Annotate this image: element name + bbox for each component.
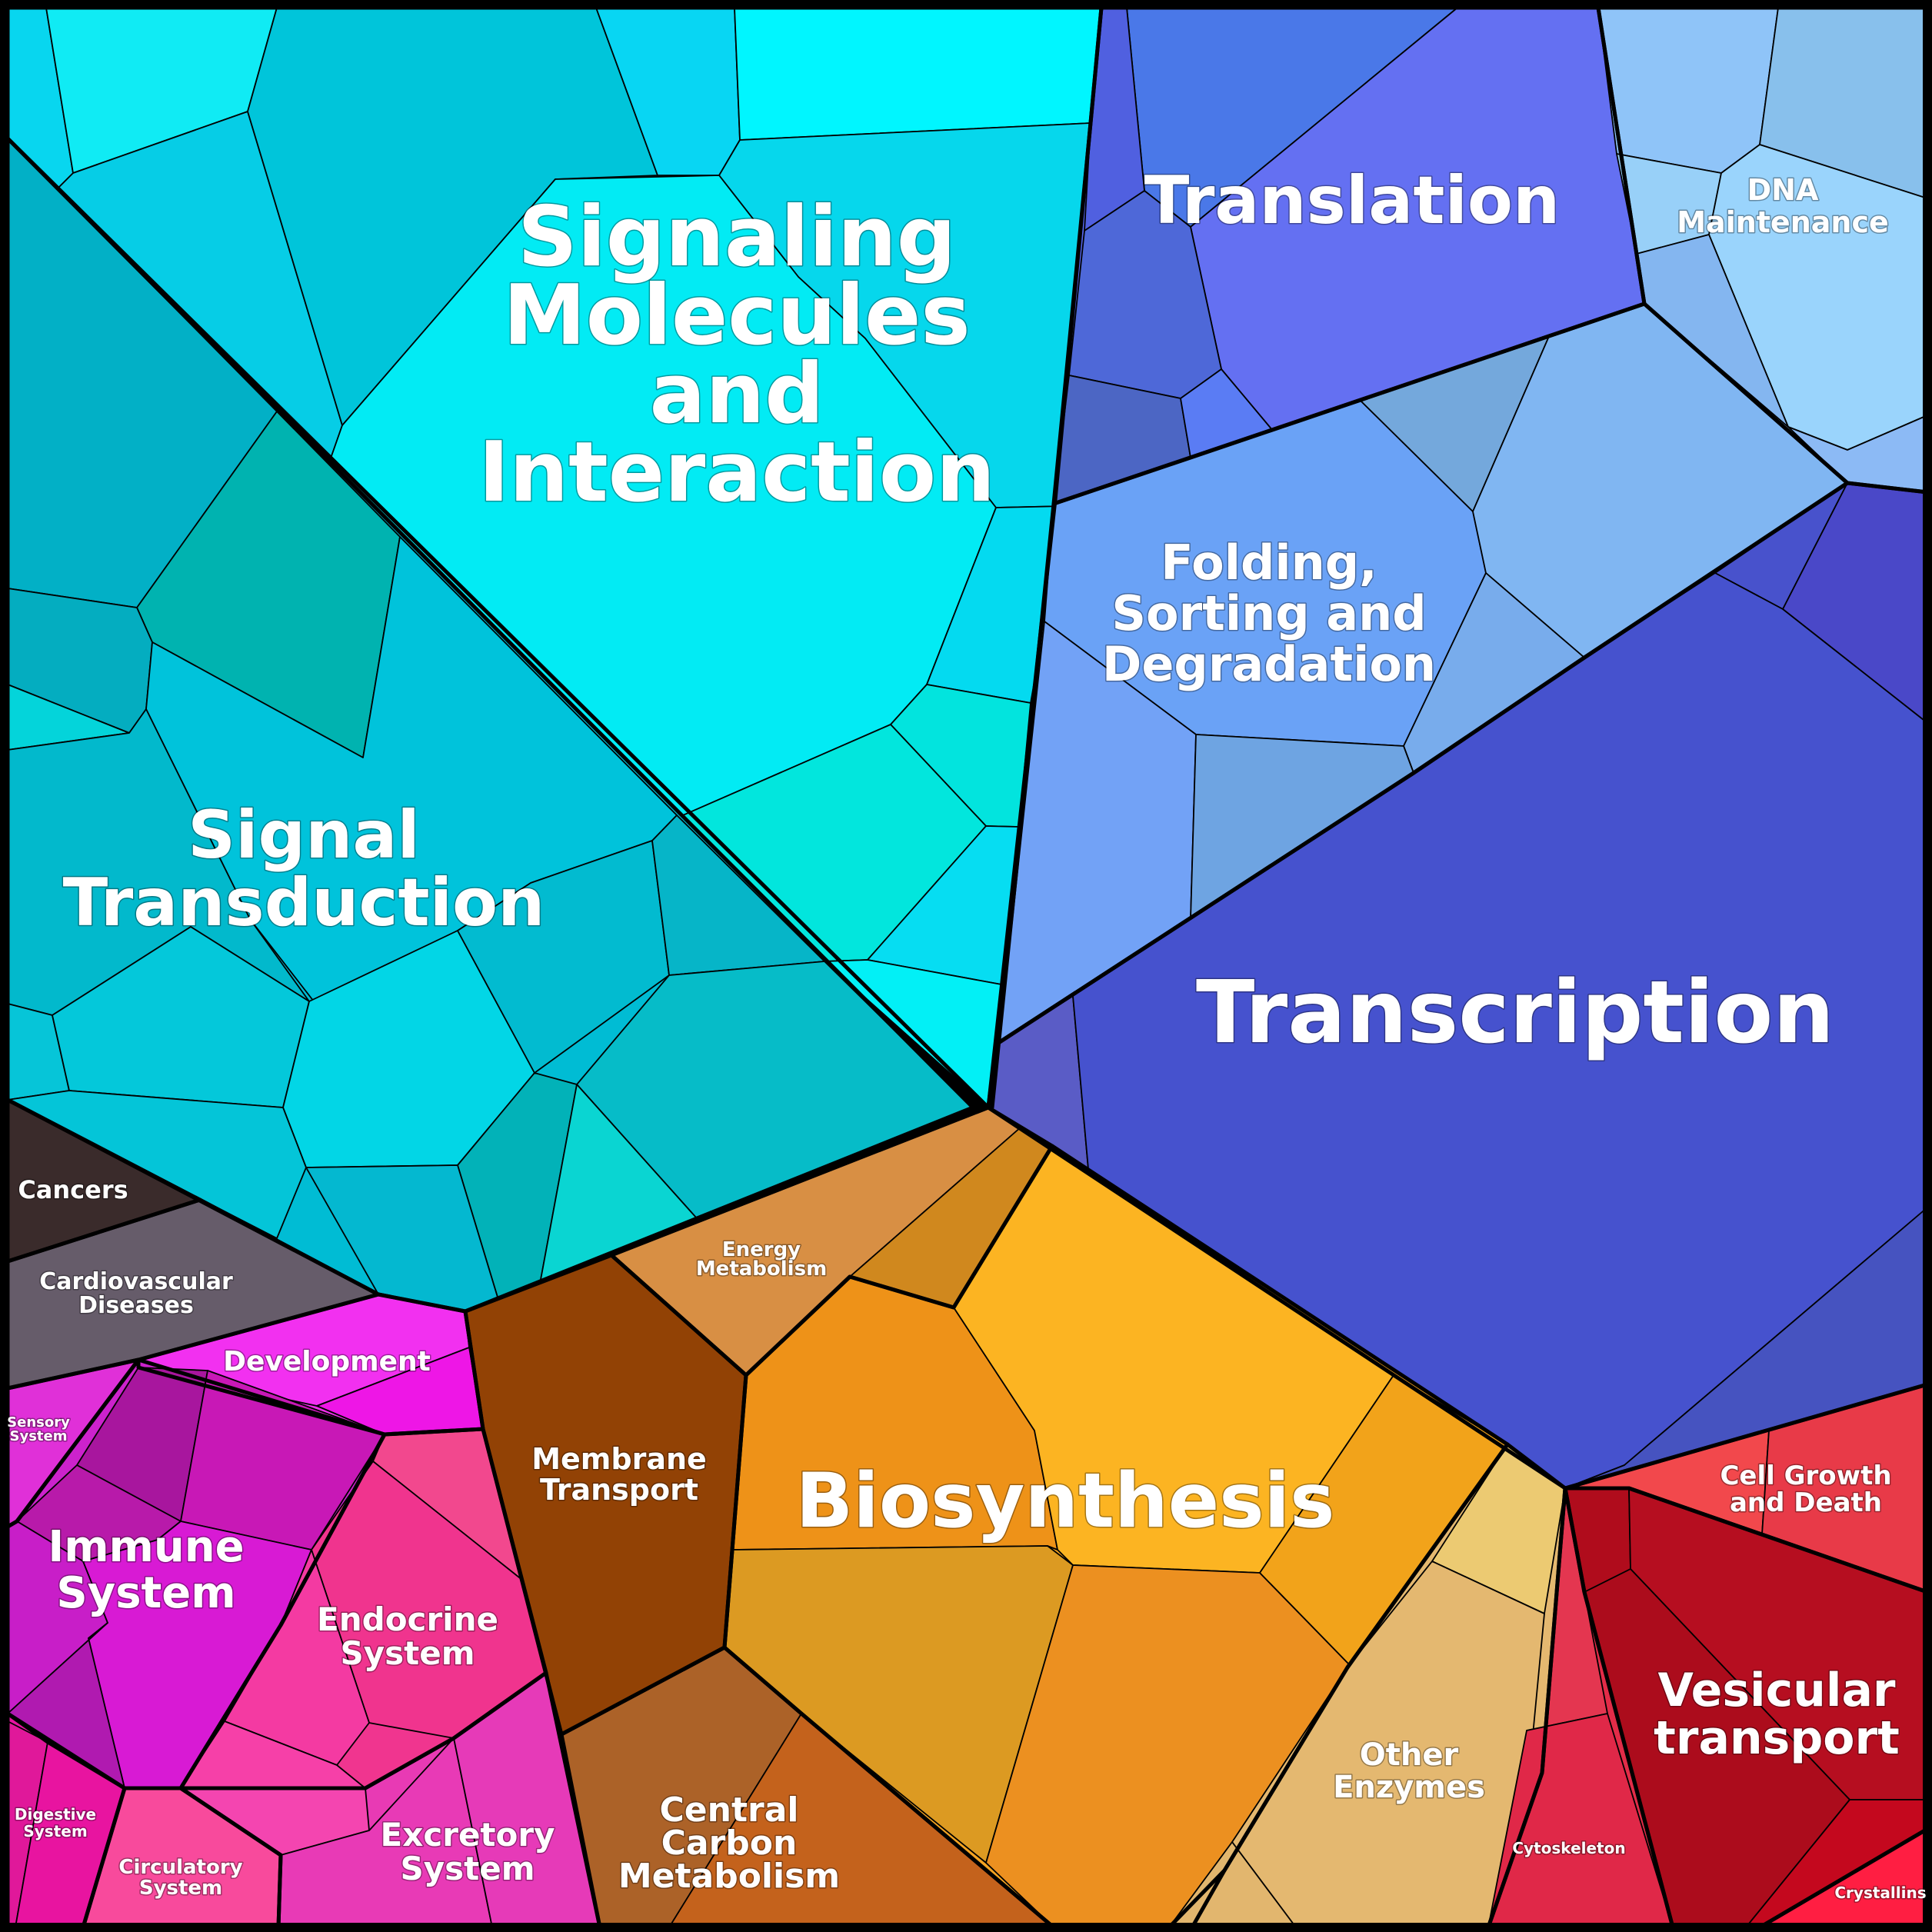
cell-growth-and-death-label-line: Cell Growth bbox=[1720, 1461, 1891, 1491]
cardiovascular-diseases-label: Cardiovascular Diseases bbox=[39, 1268, 233, 1319]
signal-transduction-label: Signal Transduction bbox=[63, 797, 545, 941]
dna-maintenance-cell bbox=[1597, 7, 1779, 174]
immune-system-label-line: System bbox=[56, 1568, 235, 1618]
excretory-system-label-line: System bbox=[401, 1850, 535, 1887]
vesicular-transport-label-line: Vesicular bbox=[1657, 1664, 1895, 1717]
signaling-molecules-label-line: Interaction bbox=[478, 425, 995, 521]
endocrine-system-label-line: Endocrine bbox=[317, 1601, 498, 1638]
development-label: Development bbox=[223, 1346, 431, 1377]
cardiovascular-diseases-label-line: Cardiovascular bbox=[39, 1268, 233, 1295]
cell-growth-and-death-label: Cell Growth and Death bbox=[1720, 1461, 1891, 1518]
other-enzymes-label-line: Enzymes bbox=[1333, 1770, 1485, 1805]
translation-label-line: Translation bbox=[1144, 162, 1560, 239]
excretory-system-label: Excretory System bbox=[381, 1816, 555, 1887]
endocrine-system-label-line: System bbox=[341, 1634, 475, 1672]
signaling-molecules-label-line: Molecules bbox=[503, 268, 970, 364]
central-carbon-metabolism-label-line: Metabolism bbox=[618, 1857, 840, 1896]
other-enzymes-label-line: Other bbox=[1360, 1737, 1459, 1773]
biosynthesis-label-line: Biosynthesis bbox=[796, 1457, 1335, 1545]
development-label-line: Development bbox=[223, 1346, 431, 1377]
signaling-molecules-label-line: Signaling bbox=[518, 189, 956, 285]
energy-metabolism-label-line: Energy bbox=[722, 1238, 801, 1261]
cytoskeleton-label-line: Cytoskeleton bbox=[1512, 1839, 1625, 1857]
central-carbon-metabolism-label: Central Carbon Metabolism bbox=[618, 1790, 840, 1896]
membrane-transport-label: Membrane Transport bbox=[531, 1442, 707, 1507]
digestive-system-label-line: Digestive bbox=[15, 1805, 96, 1824]
energy-metabolism-label: Energy Metabolism bbox=[696, 1238, 827, 1281]
dna-maintenance-label: DNA Maintenance bbox=[1677, 173, 1889, 239]
circulatory-system-label: Circulatory System bbox=[118, 1856, 242, 1900]
folding-sorting-degradation-label-line: Degradation bbox=[1102, 636, 1436, 692]
central-carbon-metabolism-border bbox=[559, 1645, 1056, 1930]
signal-transduction-label-line: Signal bbox=[188, 797, 420, 874]
central-carbon-metabolism-label-line: Central bbox=[660, 1790, 799, 1830]
signaling-molecules-label-line: and bbox=[649, 346, 824, 442]
immune-system-label-line: Immune bbox=[48, 1522, 244, 1572]
digestive-system-label: Digestive System bbox=[15, 1805, 96, 1840]
cancers-label-line: Cancers bbox=[18, 1175, 128, 1204]
folding-sorting-degradation-label-line: Folding, bbox=[1161, 535, 1377, 591]
endocrine-system-label: Endocrine System bbox=[317, 1601, 498, 1672]
cancers-label: Cancers bbox=[18, 1175, 128, 1204]
folding-sorting-degradation-label-line: Sorting and bbox=[1111, 585, 1426, 641]
signal-transduction-cell bbox=[7, 1090, 307, 1239]
vesicular-transport-label-line: transport bbox=[1654, 1711, 1900, 1765]
transcription-label: Transcription bbox=[1196, 963, 1834, 1063]
central-carbon-metabolism-label-line: Carbon bbox=[661, 1824, 798, 1863]
dna-maintenance-label-line: DNA bbox=[1747, 173, 1819, 207]
cells-layer bbox=[7, 7, 1928, 1928]
signal-transduction-label-line: Transduction bbox=[63, 864, 545, 941]
biosynthesis-label: Biosynthesis bbox=[796, 1457, 1335, 1545]
cardiovascular-diseases-label-line: Diseases bbox=[78, 1292, 194, 1319]
crystallins-label: Crystallins bbox=[1834, 1884, 1926, 1902]
excretory-system-label-line: Excretory bbox=[381, 1816, 555, 1854]
sensory-system-label: Sensory System bbox=[7, 1414, 70, 1444]
immune-system-label: Immune System bbox=[48, 1522, 244, 1618]
energy-metabolism-label-line: Metabolism bbox=[696, 1257, 827, 1281]
dna-maintenance-label-line: Maintenance bbox=[1677, 205, 1889, 239]
circulatory-system-label-line: System bbox=[139, 1877, 222, 1900]
cell-growth-and-death-label-line: and Death bbox=[1730, 1487, 1882, 1518]
other-enzymes-label: Other Enzymes bbox=[1333, 1737, 1485, 1805]
cytoskeleton-label: Cytoskeleton bbox=[1512, 1839, 1625, 1857]
signaling-molecules-label: Signaling Molecules and Interaction bbox=[478, 189, 995, 521]
sensory-system-label-line: Sensory bbox=[7, 1414, 70, 1431]
circulatory-system-label-line: Circulatory bbox=[118, 1856, 242, 1879]
vesicular-transport-label: Vesicular transport bbox=[1654, 1664, 1900, 1765]
folding-sorting-degradation-label: Folding, Sorting and Degradation bbox=[1102, 535, 1436, 692]
translation-label: Translation bbox=[1144, 162, 1560, 239]
transcription-label-line: Transcription bbox=[1196, 963, 1834, 1063]
membrane-transport-label-line: Transport bbox=[540, 1473, 698, 1507]
digestive-system-label-line: System bbox=[23, 1822, 87, 1840]
sensory-system-label-line: System bbox=[10, 1428, 68, 1444]
crystallins-label-line: Crystallins bbox=[1834, 1884, 1926, 1902]
signaling-molecules-cell bbox=[734, 7, 1102, 141]
membrane-transport-label-line: Membrane bbox=[531, 1442, 707, 1476]
